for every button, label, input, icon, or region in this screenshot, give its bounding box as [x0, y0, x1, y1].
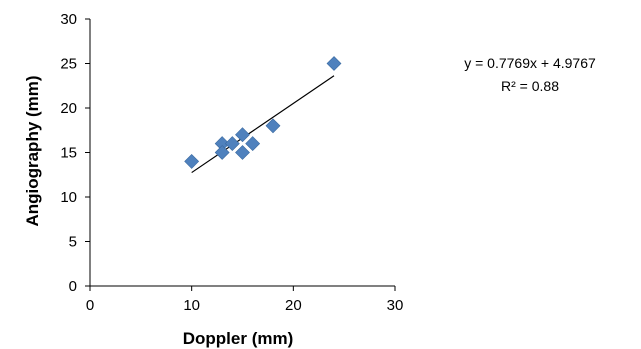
trendline	[191, 75, 335, 174]
trendline-equation: y = 0.7769x + 4.9767	[464, 55, 596, 71]
y-axis-title: Angiography (mm)	[23, 75, 42, 226]
y-tick-label: 5	[69, 234, 77, 251]
y-tick-label: 0	[69, 278, 77, 295]
x-tick-label: 20	[285, 297, 302, 314]
data-points	[184, 56, 342, 169]
data-point	[245, 136, 261, 152]
y-tick-label: 15	[60, 145, 77, 162]
x-tick-label: 10	[183, 297, 200, 314]
data-point	[224, 136, 240, 152]
y-axis-ticks: 0 5 10 15 20 25 30	[60, 11, 90, 295]
x-tick-label: 30	[387, 297, 404, 314]
data-point	[326, 56, 342, 71]
y-tick-label: 30	[60, 11, 77, 28]
y-tick-label: 10	[60, 189, 77, 206]
x-axis-ticks: 0 10 20 30	[86, 286, 404, 314]
y-tick-label: 20	[60, 100, 77, 117]
data-point	[214, 145, 230, 160]
data-point	[235, 127, 250, 143]
x-axis-title: Doppler (mm)	[183, 329, 294, 348]
data-point	[265, 118, 281, 134]
r-squared-label: R² = 0.88	[501, 78, 559, 94]
data-point	[235, 145, 250, 160]
y-tick-label: 25	[60, 56, 77, 73]
x-tick-label: 0	[86, 297, 94, 314]
data-point	[184, 153, 200, 169]
